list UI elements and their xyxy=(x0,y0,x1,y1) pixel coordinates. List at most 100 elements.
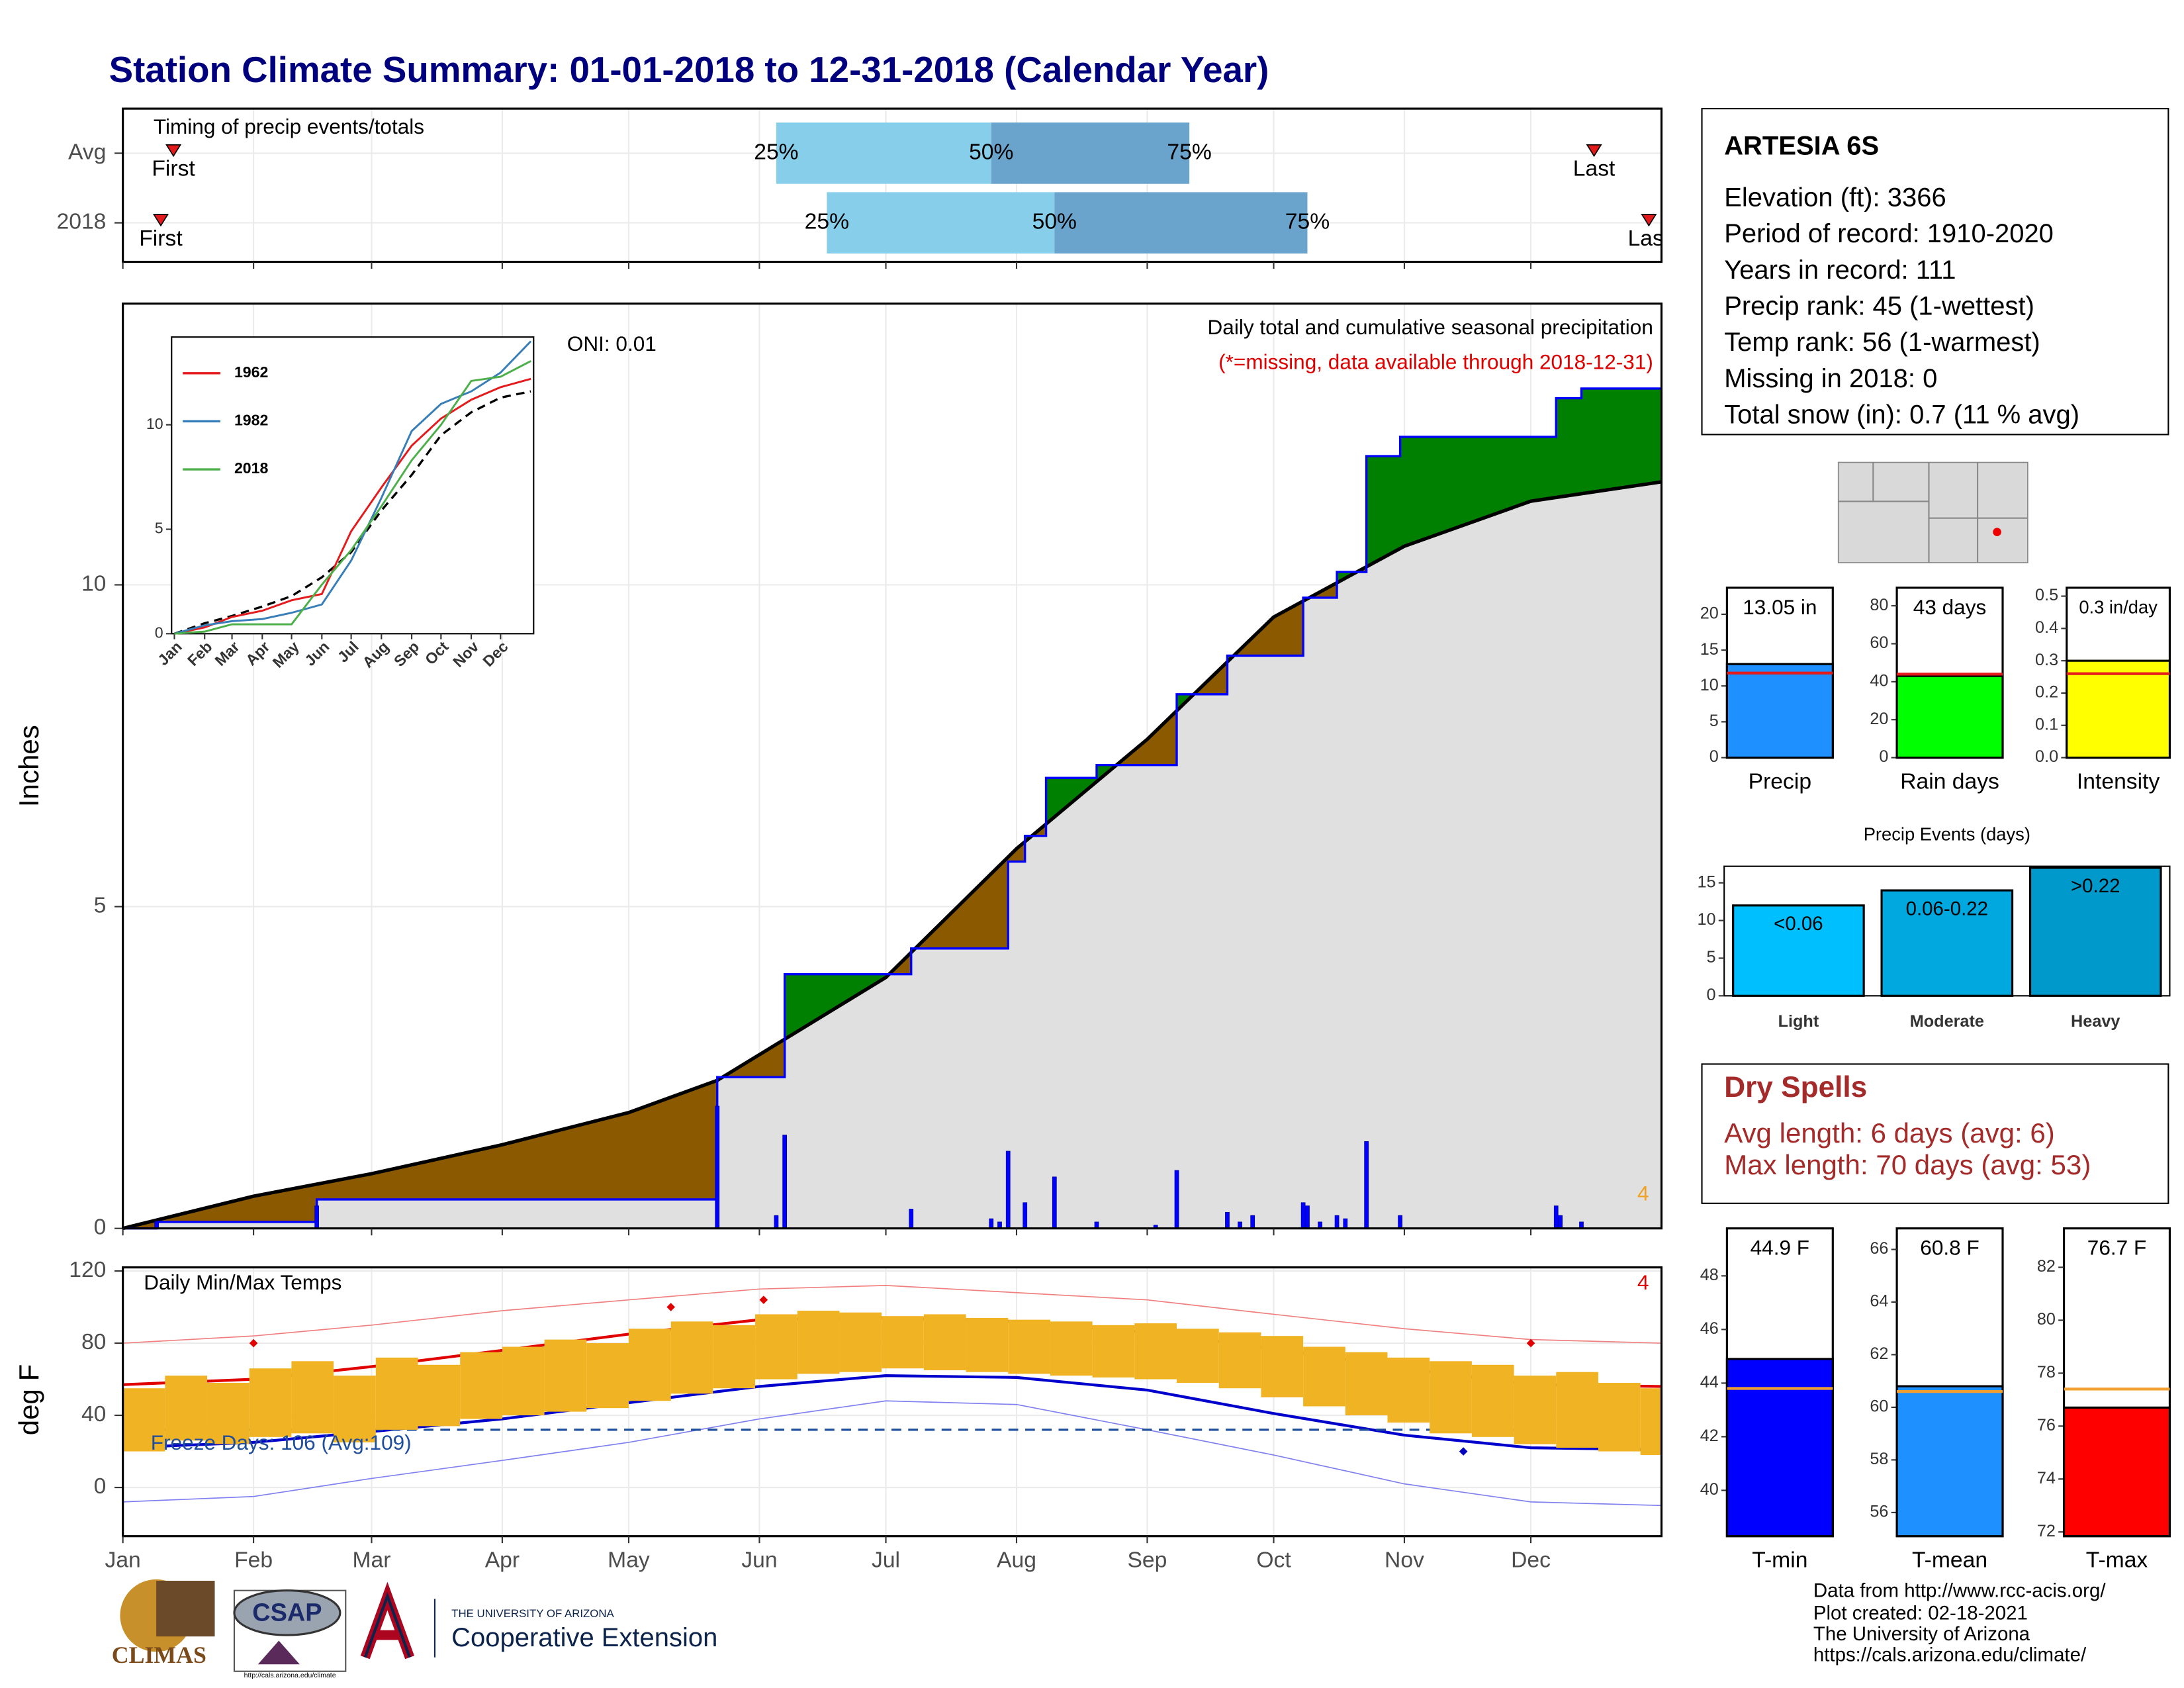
quartile-bar xyxy=(991,122,1190,184)
daily-temp-bar xyxy=(122,1388,165,1452)
daily-temp-bar xyxy=(1177,1329,1219,1383)
daily-temp-bar xyxy=(670,1321,713,1394)
station-line: Elevation (ft): 3366 xyxy=(1724,183,1946,212)
dry-spells-title: Dry Spells xyxy=(1724,1071,1867,1103)
y-tick-label: 20 xyxy=(1700,604,1719,623)
x-tick-label: May xyxy=(608,1548,650,1572)
x-tick-label: Moderate xyxy=(1910,1012,1984,1031)
daily-temp-bar xyxy=(713,1325,756,1389)
quartile-label: 50% xyxy=(969,140,1013,164)
y-tick-label: 120 xyxy=(69,1258,106,1282)
bar xyxy=(1880,889,2014,997)
bar-value-label: 76.7 F xyxy=(2087,1236,2146,1260)
daily-temp-bar xyxy=(460,1352,502,1419)
bar-value-label: 13.05 in xyxy=(1743,595,1817,619)
y-tick-label: 10 xyxy=(1700,676,1719,694)
daily-temp-bar xyxy=(418,1364,461,1427)
footer-line: The University of Arizona xyxy=(1813,1623,2030,1645)
y-tick-label: 5 xyxy=(1709,712,1719,730)
y-tick-label: 60 xyxy=(1870,1397,1888,1416)
x-tick-label: Feb xyxy=(234,1548,273,1572)
bar-category-label: T-max xyxy=(2086,1548,2148,1572)
daily-temp-bar xyxy=(1008,1319,1050,1374)
event-marker xyxy=(1641,214,1657,227)
y-tick-label: 5 xyxy=(94,893,107,917)
daily-temp-bar xyxy=(207,1383,250,1444)
x-tick-label: Sep xyxy=(1127,1548,1167,1572)
base-area xyxy=(122,481,1662,1229)
quartile-bar xyxy=(776,122,991,184)
x-tick-label: Dec xyxy=(1511,1548,1551,1572)
timing-title: Timing of precip events/totals xyxy=(154,115,424,138)
bar-value-label: 44.9 F xyxy=(1751,1236,1809,1260)
y-tick-label: 80 xyxy=(2037,1310,2056,1329)
station-line: Total snow (in): 0.7 (11 % avg) xyxy=(1724,400,2079,430)
daily-precip-bar xyxy=(1052,1176,1057,1229)
y-tick-label: 58 xyxy=(1870,1450,1888,1468)
panel-title: Daily Min/Max Temps xyxy=(144,1270,341,1294)
dry-spells-box xyxy=(1701,1063,2169,1204)
legend-label: 1982 xyxy=(234,412,268,429)
event-label: First xyxy=(139,226,183,251)
daily-temp-bar xyxy=(882,1316,924,1369)
panel-frame xyxy=(122,303,1663,1230)
dry-spells-avg: Avg length: 6 days (avg: 6) xyxy=(1724,1117,2055,1149)
y-tick-label: 0 xyxy=(94,1474,107,1499)
bar-category-label: Intensity xyxy=(2077,769,2160,794)
quartile-bar xyxy=(827,192,1055,254)
daily-temp-bar xyxy=(1598,1383,1641,1452)
footer-line: https://cals.arizona.edu/climate/ xyxy=(1813,1644,2087,1665)
y-tick-label: 44 xyxy=(1700,1373,1719,1391)
daily-temp-bar xyxy=(1387,1357,1430,1423)
ua-name: THE UNIVERSITY OF ARIZONA xyxy=(451,1607,614,1620)
y-tick-label: 74 xyxy=(2037,1469,2056,1487)
daily-temp-bar xyxy=(797,1311,840,1374)
y-tick-label: 20 xyxy=(1870,710,1888,728)
y-tick-label: 56 xyxy=(1870,1503,1888,1521)
inset-series-line xyxy=(174,360,531,635)
daily-temp-bar xyxy=(1514,1376,1557,1444)
daily-precip-bar xyxy=(1225,1211,1230,1229)
daily-temp-bar xyxy=(1092,1325,1135,1378)
daily-temp-bar xyxy=(502,1346,545,1416)
bar xyxy=(2028,867,2162,997)
y-tick-label: 0 xyxy=(1707,986,1716,1004)
bar xyxy=(1895,1385,2004,1538)
daily-precip-bar xyxy=(1305,1205,1310,1229)
legend-label: 1962 xyxy=(234,363,268,381)
bar-value-label: 60.8 F xyxy=(1920,1236,1979,1260)
daily-precip-bar xyxy=(1334,1215,1340,1229)
csap-logo: CSAP xyxy=(252,1599,322,1626)
climas-emblem-block xyxy=(156,1580,215,1637)
daily-temp-bar xyxy=(1345,1352,1388,1416)
daily-precip-bar xyxy=(1005,1150,1011,1229)
dry-spells-max: Max length: 70 days (avg: 53) xyxy=(1724,1149,2091,1180)
y-tick-label: 10 xyxy=(81,571,106,596)
chart-title: Precip Events (days) xyxy=(1864,824,2030,845)
missing-count: 4 xyxy=(1637,1182,1649,1205)
x-tick-label: Jul xyxy=(872,1548,900,1572)
freeze-days: Freeze Days: 106 (Avg:109) xyxy=(151,1430,412,1454)
event-marker xyxy=(152,214,169,227)
daily-precip-bar xyxy=(1364,1141,1369,1229)
station-name: ARTESIA 6S xyxy=(1724,132,1879,161)
row-label: 2018 xyxy=(57,210,107,234)
event-label: Last xyxy=(1573,157,1615,181)
bar xyxy=(2066,659,2171,759)
daily-precip-bar xyxy=(1300,1202,1306,1229)
y-tick-label: 80 xyxy=(81,1330,106,1354)
daily-precip-bar xyxy=(1343,1218,1348,1229)
quartile-bar xyxy=(1054,192,1308,254)
daily-temp-bar xyxy=(1556,1372,1598,1448)
location-map xyxy=(1837,461,2028,563)
quartile-label: 75% xyxy=(1285,210,1330,234)
event-label: Last xyxy=(1628,226,1670,251)
y-tick-label: 78 xyxy=(2037,1363,2056,1382)
map-background xyxy=(1837,461,2028,563)
daily-temp-bar xyxy=(1303,1346,1345,1407)
legend-label: 2018 xyxy=(234,459,269,477)
y-tick-label: 64 xyxy=(1870,1292,1888,1311)
y-tick-label: 0.5 xyxy=(2035,586,2058,604)
